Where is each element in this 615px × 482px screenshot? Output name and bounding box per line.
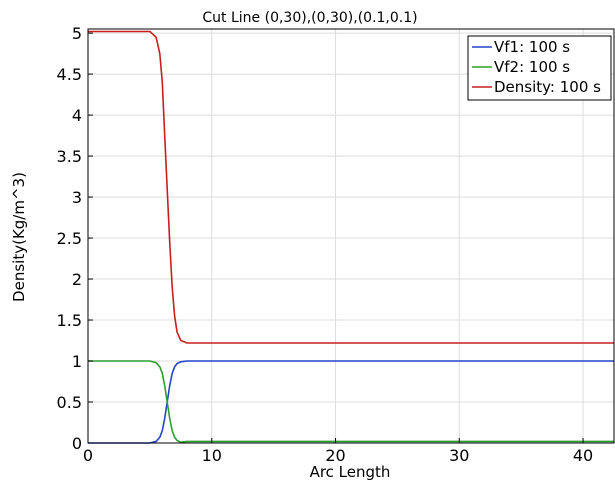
y-tick-label: 1.5 xyxy=(57,311,82,330)
legend-label: Vf1: 100 s xyxy=(494,38,570,56)
series-lines xyxy=(88,30,614,444)
x-axis-ticks: 0 10 20 30 40 xyxy=(83,438,593,465)
grid-lines xyxy=(88,29,614,443)
series-line-3 xyxy=(88,30,614,344)
y-tick-label: 1 xyxy=(72,352,82,371)
x-tick-label: 0 xyxy=(83,446,93,465)
y-tick-label: 4.5 xyxy=(57,65,82,84)
x-tick-label: 10 xyxy=(202,446,222,465)
y-tick-label: 4 xyxy=(72,106,82,125)
legend-label: Density: 100 s xyxy=(494,78,601,96)
chart-title: Cut Line (0,30),(0,30),(0.1,0.1) xyxy=(202,10,417,26)
legend: Vf1: 100 s Vf2: 100 s Density: 100 s xyxy=(467,35,612,101)
y-tick-label: 3.5 xyxy=(57,147,82,166)
legend-label: Vf2: 100 s xyxy=(494,58,570,76)
x-tick-label: 20 xyxy=(325,446,345,465)
y-tick-label: 2 xyxy=(72,270,82,289)
y-tick-label: 0 xyxy=(72,434,82,453)
y-tick-label: 2.5 xyxy=(57,229,82,248)
x-tick-label: 30 xyxy=(449,446,469,465)
plot-frame xyxy=(87,28,615,444)
y-tick-label: 0.5 xyxy=(57,393,82,412)
y-tick-label: 5 xyxy=(72,24,82,43)
series-line-2 xyxy=(88,360,614,444)
series-line-1 xyxy=(88,360,614,444)
y-axis-label: Density(Kg/m^3) xyxy=(10,172,28,302)
y-tick-label: 3 xyxy=(72,188,82,207)
x-axis-label: Arc Length xyxy=(310,463,391,481)
x-tick-label: 40 xyxy=(573,446,593,465)
y-axis-ticks: 0 0.5 1 1.5 2 2.5 3 3.5 4 4.5 5 xyxy=(57,24,93,453)
